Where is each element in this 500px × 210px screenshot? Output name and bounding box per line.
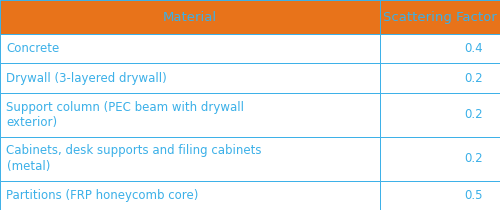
Bar: [380, 63, 500, 93]
Text: 0.2: 0.2: [464, 72, 482, 85]
Bar: [0, 93, 380, 137]
Bar: [0, 181, 380, 210]
Bar: [0, 63, 380, 93]
Bar: [380, 34, 500, 63]
Bar: [0, 34, 380, 63]
Text: Cabinets, desk supports and filing cabinets
(metal): Cabinets, desk supports and filing cabin…: [6, 144, 262, 173]
Bar: [0, 0, 380, 34]
Bar: [0, 137, 380, 181]
Text: Concrete: Concrete: [6, 42, 60, 55]
Bar: [380, 181, 500, 210]
Bar: [380, 0, 500, 34]
Text: Material: Material: [163, 10, 217, 24]
Text: 0.5: 0.5: [464, 189, 482, 202]
Text: Drywall (3-layered drywall): Drywall (3-layered drywall): [6, 72, 167, 85]
Text: Support column (PEC beam with drywall
exterior): Support column (PEC beam with drywall ex…: [6, 101, 244, 129]
Text: 0.2: 0.2: [464, 108, 482, 121]
Text: 0.2: 0.2: [464, 152, 482, 165]
Text: Scattering Factor: Scattering Factor: [383, 10, 497, 24]
Bar: [380, 93, 500, 137]
Text: 0.4: 0.4: [464, 42, 482, 55]
Text: Partitions (FRP honeycomb core): Partitions (FRP honeycomb core): [6, 189, 199, 202]
Bar: [380, 137, 500, 181]
